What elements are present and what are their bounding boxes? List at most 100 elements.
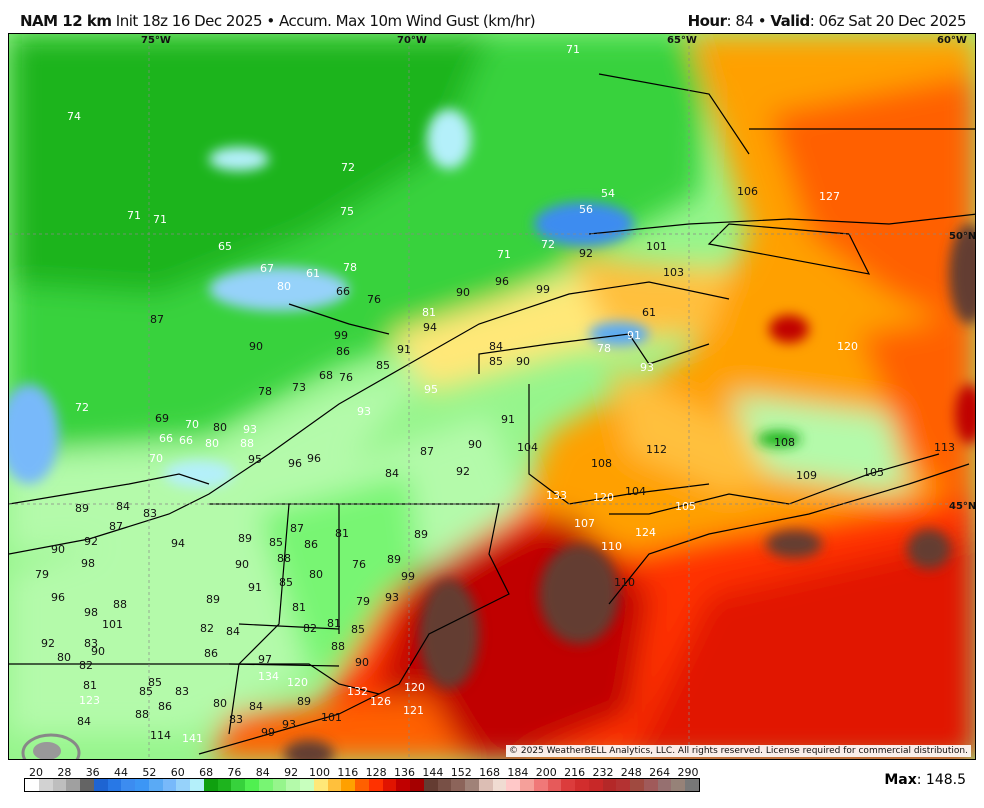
gust-value-label: 88 — [331, 640, 345, 653]
gust-value-label: 101 — [321, 711, 342, 724]
colorbar-tick: 28 — [57, 766, 72, 779]
colorbar-tick: 68 — [199, 766, 214, 779]
colorbar-swatch — [203, 779, 218, 791]
gust-value-label: 89 — [238, 532, 252, 545]
gust-value-label: 84 — [385, 467, 399, 480]
gust-value-label: 84 — [489, 340, 503, 353]
gust-value-label: 86 — [158, 700, 172, 713]
gust-value-label: 93 — [357, 405, 371, 418]
gust-value-label: 112 — [646, 443, 667, 456]
valid-label: Valid — [770, 12, 810, 30]
gust-value-label: 82 — [303, 622, 317, 635]
gust-value-label: 90 — [456, 286, 470, 299]
gust-value-label: 120 — [837, 340, 858, 353]
colorbar-tick: 52 — [142, 766, 157, 779]
run-description: Init 18z 16 Dec 2025 • Accum. Max 10m Wi… — [115, 12, 536, 30]
gust-value-label: 78 — [343, 261, 357, 274]
gust-value-label: 105 — [675, 500, 696, 513]
gust-value-label: 83 — [175, 685, 189, 698]
colorbar-swatch — [162, 779, 177, 791]
gust-value-label: 89 — [387, 553, 401, 566]
gust-value-label: 86 — [204, 647, 218, 660]
gust-value-label: 124 — [635, 526, 656, 539]
colorbar-swatch — [313, 779, 328, 791]
colorbar-tick: 92 — [284, 766, 299, 779]
gust-value-label: 92 — [579, 247, 593, 260]
colorbar-swatch — [437, 779, 452, 791]
colorbar-tick: 290 — [677, 766, 699, 779]
gust-value-label: 104 — [625, 485, 646, 498]
gust-value-label: 82 — [200, 622, 214, 635]
gust-value-label: 92 — [456, 465, 470, 478]
gust-value-label: 132 — [347, 685, 368, 698]
colorbar-tick: 184 — [507, 766, 529, 779]
gust-value-label: 99 — [334, 329, 348, 342]
gust-value-label: 96 — [288, 457, 302, 470]
gust-value-label: 120 — [287, 676, 308, 689]
gust-value-label: 134 — [258, 670, 279, 683]
gust-value-label: 97 — [258, 653, 272, 666]
gust-value-label: 71 — [497, 248, 511, 261]
colorbar-tick: 100 — [308, 766, 330, 779]
colorbar-swatch — [107, 779, 122, 791]
gust-value-label: 90 — [91, 645, 105, 658]
colorbar-swatch — [300, 779, 314, 791]
gust-value-label: 109 — [796, 469, 817, 482]
gust-value-label: 83 — [84, 637, 98, 650]
colorbar-swatch — [506, 779, 520, 791]
gust-value-label: 89 — [297, 695, 311, 708]
colorbar-swatch — [492, 779, 507, 791]
gust-value-label: 96 — [495, 275, 509, 288]
gust-value-label: 80 — [213, 697, 227, 710]
gust-value-label: 66 — [179, 434, 193, 447]
colorbar-swatch — [93, 779, 108, 791]
colorbar-tick: 84 — [255, 766, 270, 779]
gust-value-label: 91 — [248, 581, 262, 594]
gust-value-label: 114 — [150, 729, 171, 742]
wind-gust-map: 75°W 70°W 65°W 60°W 50°N 45°N 71 74 72 71 71 65 67 6… — [8, 33, 976, 760]
gust-value-label: 89 — [75, 502, 89, 515]
gust-value-label: 91 — [627, 329, 641, 342]
gust-value-label: 81 — [422, 306, 436, 319]
gust-value-label: 110 — [601, 540, 622, 553]
gust-value-label: 95 — [248, 453, 262, 466]
gust-value-label: 84 — [249, 700, 263, 713]
colorbar-swatch — [135, 779, 149, 791]
gust-value-label: 87 — [290, 522, 304, 535]
gust-value-label: 99 — [261, 726, 275, 739]
gust-value-label: 89 — [206, 593, 220, 606]
gust-value-label: 79 — [35, 568, 49, 581]
gust-value-label: 66 — [336, 285, 350, 298]
grid-coordinate-label: 70°W — [397, 35, 427, 46]
colorbar-swatch — [616, 779, 630, 791]
gust-value-label: 78 — [258, 385, 272, 398]
gust-value-label: 89 — [414, 528, 428, 541]
colorbar-tick: 76 — [227, 766, 242, 779]
gust-value-label: 96 — [307, 452, 321, 465]
gust-value-label: 61 — [642, 306, 656, 319]
max-label: Max — [884, 772, 917, 788]
grid-coordinate-label: 60°W — [937, 35, 967, 46]
gust-value-label: 91 — [397, 343, 411, 356]
colorbar-swatch — [341, 779, 355, 791]
gust-value-label: 88 — [277, 552, 291, 565]
colorbar-swatch — [382, 779, 397, 791]
gust-value-label: 110 — [614, 576, 635, 589]
valid-time: Hour: 84 • Valid: 06z Sat 20 Dec 2025 — [688, 12, 967, 30]
gust-value-label: 81 — [335, 527, 349, 540]
valid-value: : 06z Sat 20 Dec 2025 — [809, 12, 967, 30]
colorbar-tick: 116 — [337, 766, 359, 779]
colorbar-swatch — [630, 779, 644, 791]
gust-value-label: 80 — [309, 568, 323, 581]
colorbar-swatch — [355, 779, 369, 791]
gust-value-label: 103 — [663, 266, 684, 279]
colorbar-swatch — [396, 779, 410, 791]
colorbar-tick: 248 — [620, 766, 642, 779]
gust-value-label: 85 — [139, 685, 153, 698]
gust-value-label: 141 — [182, 732, 203, 745]
gust-value-label: 71 — [127, 209, 141, 222]
colorbar-swatch — [80, 779, 94, 791]
gust-value-label: 81 — [327, 617, 341, 630]
gust-value-label: 92 — [84, 535, 98, 548]
colorbar-swatch — [148, 779, 163, 791]
